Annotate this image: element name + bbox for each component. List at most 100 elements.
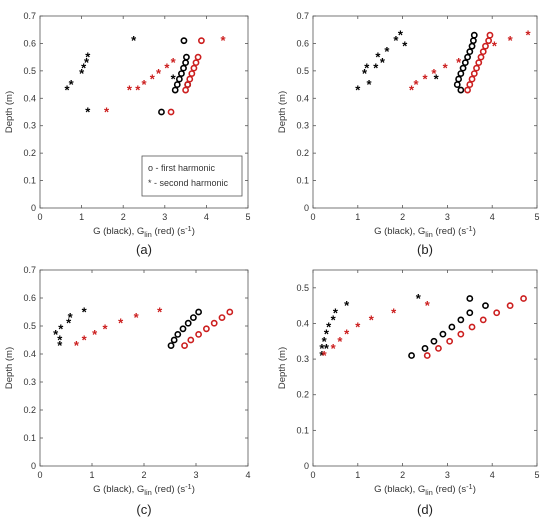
data-point — [457, 330, 465, 338]
data-point: * — [58, 321, 64, 336]
series-red-circle — [423, 295, 527, 359]
data-point: * — [69, 77, 75, 92]
data-point — [457, 86, 465, 94]
data-point — [171, 86, 179, 94]
series-red-circle — [167, 37, 205, 116]
data-point — [175, 75, 183, 83]
data-point: * — [369, 312, 375, 327]
x-axis-label-part: (red) (s — [152, 484, 186, 495]
data-point — [468, 75, 476, 83]
y-axis-label: Depth (m) — [4, 347, 15, 389]
x-tick-label: 1 — [355, 212, 360, 222]
data-point: * — [65, 83, 71, 98]
series-red-star: ********* — [409, 28, 531, 98]
data-point: * — [57, 338, 63, 353]
x-tick-label: 0 — [37, 212, 42, 222]
y-tick-label: 0.3 — [23, 121, 36, 131]
y-tick-label: 0.2 — [296, 148, 309, 158]
data-point: * — [331, 312, 337, 327]
data-point: * — [355, 320, 361, 335]
data-point: * — [57, 333, 63, 348]
data-point: * — [156, 66, 162, 81]
data-point: * — [82, 333, 88, 348]
y-tick-label: 0.1 — [296, 425, 309, 435]
y-tick-label: 0 — [304, 461, 309, 471]
data-point: * — [84, 55, 90, 70]
y-tick-label: 0.3 — [296, 121, 309, 131]
data-point — [178, 70, 185, 77]
data-point: * — [171, 72, 177, 87]
panel-label: (d) — [417, 502, 433, 517]
series-black-circle — [167, 308, 202, 349]
series-red-circle — [464, 31, 494, 94]
data-point — [466, 48, 474, 56]
x-axis-label-part: G (black), G — [374, 484, 425, 495]
x-axis-label-part: lin — [425, 230, 433, 239]
data-point — [475, 59, 483, 67]
data-point: * — [422, 72, 428, 87]
data-point — [195, 330, 202, 338]
data-point — [468, 323, 476, 331]
panel-c: 0 1 2 3 4 0 0.1 0.2 0.3 0.4 0.5 0.6 0.7 Depth (m) G (b… — [4, 265, 251, 517]
data-point: * — [366, 77, 372, 92]
y-tick-label: 0.7 — [23, 11, 36, 21]
x-tick-label: 4 — [204, 212, 209, 222]
series-red-circle — [181, 308, 234, 349]
y-tick-label: 0.6 — [296, 38, 309, 48]
data-point: * — [85, 50, 91, 65]
x-tick-label: 1 — [89, 470, 94, 480]
y-tick-label: 0.1 — [296, 176, 309, 186]
x-axis-label-part: G (black), G — [93, 226, 144, 237]
data-point — [182, 59, 189, 67]
x-tick-label: 5 — [534, 470, 539, 480]
data-point: * — [434, 72, 440, 87]
x-tick-label: 2 — [400, 470, 405, 480]
x-tick-label: 3 — [162, 212, 167, 222]
data-point: * — [324, 327, 330, 342]
y-axis-label: Depth (m) — [277, 91, 288, 133]
data-point: * — [319, 348, 325, 363]
data-point — [439, 330, 447, 338]
x-axis-label-part: ) — [192, 226, 195, 237]
data-point — [188, 70, 196, 77]
data-point — [457, 70, 465, 77]
x-tick-label: 4 — [490, 470, 495, 480]
data-point — [459, 64, 467, 72]
data-point — [174, 330, 182, 338]
data-point — [186, 75, 194, 83]
x-tick-label: 0 — [310, 212, 315, 222]
legend: o - first harmonic * - second harmonic — [141, 155, 243, 197]
x-axis-label-part: -1 — [466, 224, 473, 233]
legend-entry: * - second harmonic — [148, 178, 229, 188]
data-point — [468, 42, 476, 50]
data-point: * — [362, 66, 368, 81]
data-point: * — [92, 327, 98, 342]
data-point: * — [414, 77, 420, 92]
data-point: * — [324, 341, 330, 356]
data-point — [181, 342, 188, 349]
data-point — [192, 59, 200, 67]
data-point: * — [53, 327, 59, 342]
x-axis-label-part: ) — [473, 484, 476, 495]
data-point — [184, 81, 192, 88]
data-point — [477, 53, 485, 61]
data-point — [180, 37, 188, 45]
data-point — [479, 48, 487, 56]
data-point — [202, 325, 210, 333]
x-axis-label-part: G (black), G — [93, 484, 144, 495]
x-axis-label: G (black), Glin (red) (s-1) — [93, 482, 195, 497]
data-point — [482, 42, 489, 50]
panel-label: (c) — [136, 502, 151, 517]
y-tick-label: 0.3 — [296, 354, 309, 364]
data-point — [167, 342, 175, 349]
data-point — [226, 308, 234, 316]
data-point: * — [416, 291, 422, 306]
y-tick-label: 0.2 — [23, 405, 36, 415]
data-point — [486, 31, 494, 39]
data-point: * — [164, 61, 170, 76]
data-point: * — [82, 305, 88, 320]
x-axis-label-part: lin — [144, 488, 152, 497]
y-tick-label: 0.5 — [296, 66, 309, 76]
data-point — [170, 336, 178, 344]
data-point — [473, 64, 480, 72]
